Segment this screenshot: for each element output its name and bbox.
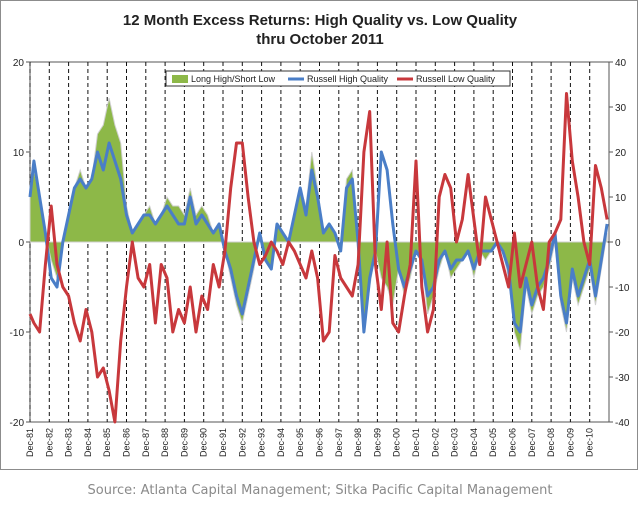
legend: Long High/Short Low Russell High Quality R… (165, 70, 511, 87)
x-axis-tick-label: Dec-92 (237, 428, 247, 457)
x-axis-tick-label: Dec-93 (257, 428, 267, 457)
legend-box (165, 70, 511, 87)
x-axis-tick-label: Dec-07 (527, 428, 537, 457)
right-axis-tick-label: 30 (615, 103, 627, 114)
series-line-russell-low-quality (28, 92, 609, 424)
x-axis-tick-label: Dec-85 (102, 428, 112, 457)
x-axis-tick-label: Dec-86 (122, 428, 132, 457)
x-axis-tick-label: Dec-94 (276, 428, 286, 457)
right-axis-tick-label: -10 (615, 283, 630, 294)
x-axis-tick-label: Dec-01 (411, 428, 421, 457)
left-axis-tick-label: 0 (18, 238, 24, 249)
source-note: Source: Atlanta Capital Management; Sitk… (87, 483, 553, 498)
right-axis-tick-label: 20 (615, 148, 627, 159)
x-axis-tick-label: Dec-03 (450, 428, 460, 457)
x-axis-tick-label: Dec-10 (585, 428, 595, 457)
left-axis-tick-label: 10 (13, 148, 25, 159)
right-axis-tick-label: 40 (615, 58, 627, 69)
chart-title: 12 Month Excess Returns: High Quality vs… (122, 12, 518, 29)
x-axis-tick-label: Dec-81 (25, 428, 35, 457)
x-axis-tick-label: Dec-06 (508, 428, 518, 457)
left-axis-tick-label: 20 (13, 58, 25, 69)
right-axis-tick-label: -30 (615, 373, 630, 384)
right-axis-tick-label: 0 (615, 238, 621, 249)
left-axis-tick-label: -10 (10, 328, 25, 339)
x-axis-tick-label: Dec-87 (141, 428, 151, 457)
legend-swatch (172, 75, 188, 83)
x-axis-tick-label: Dec-91 (218, 428, 228, 457)
legend-label: Russell Low Quality (416, 74, 496, 84)
x-axis-tick-label: Dec-98 (353, 428, 363, 457)
x-axis-tick-label: Dec-89 (179, 428, 189, 457)
x-axis-tick-label: Dec-90 (199, 428, 209, 457)
x-axis-tick-label: Dec-95 (295, 428, 305, 457)
x-axis-tick-label: Dec-00 (392, 428, 402, 457)
legend-label: Long High/Short Low (191, 74, 276, 84)
right-axis-tick-label: 10 (615, 193, 627, 204)
x-axis-tick-label: Dec-88 (160, 428, 170, 457)
chart-subtitle: thru October 2011 (256, 31, 384, 48)
right-axis-tick-label: -20 (615, 328, 630, 339)
x-axis-tick-label: Dec-99 (372, 428, 382, 457)
series-area-long-high-short-low (29, 97, 608, 351)
legend-label: Russell High Quality (307, 74, 389, 84)
x-axis-tick-label: Dec-08 (546, 428, 556, 457)
x-axis-tick-label: Dec-96 (315, 428, 325, 457)
left-axis-tick-label: -20 (10, 418, 25, 429)
right-axis-tick-label: -40 (615, 418, 630, 429)
x-axis-tick-label: Dec-84 (83, 428, 93, 457)
x-axis-tick-label: Dec-05 (488, 428, 498, 457)
x-axis-tick-label: Dec-82 (44, 428, 54, 457)
x-axis-tick-label: Dec-04 (469, 428, 479, 457)
x-axis-tick-label: Dec-02 (430, 428, 440, 457)
x-axis-tick-label: Dec-09 (565, 428, 575, 457)
x-axis-tick-label: Dec-97 (334, 428, 344, 457)
chart-svg: 20 10 0 -10 -20 40 30 20 10 0 -10 -20 -30 -40 Dec-81 De… (10, 58, 630, 457)
series-line-russell-high-quality (28, 141, 609, 334)
x-axis-tick-label: Dec-83 (64, 428, 74, 457)
